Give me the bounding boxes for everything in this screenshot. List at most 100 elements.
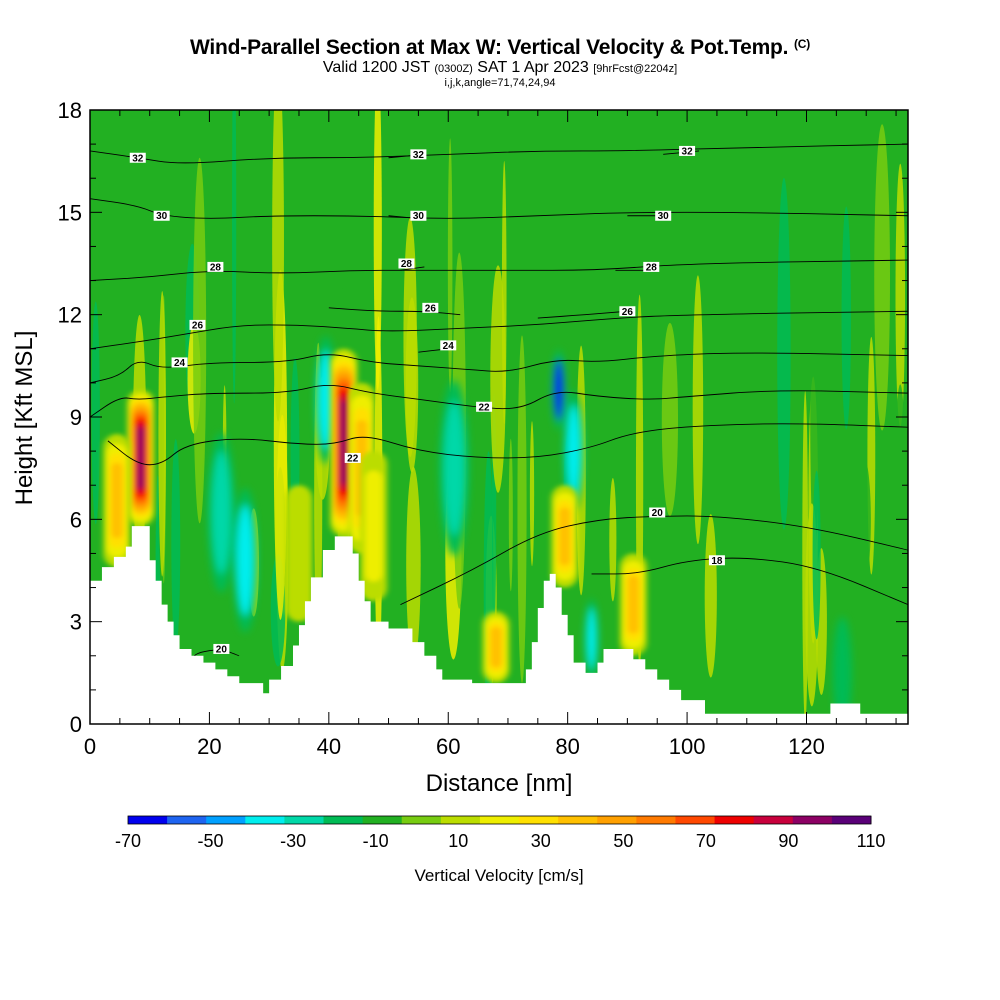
- colorbar-swatch: [401, 816, 442, 824]
- chart-indices: i,j,k,angle=71,74,24,94: [444, 77, 556, 89]
- velocity-stripe: [841, 206, 852, 430]
- colorbar-swatch: [558, 816, 598, 824]
- colorbar-swatch: [284, 816, 325, 824]
- theta-label: 26: [622, 307, 634, 318]
- velocity-stripe: [704, 514, 717, 678]
- colorbar-swatch: [479, 816, 520, 824]
- velocity-stripe: [406, 466, 421, 664]
- velocity-stripe: [373, 110, 382, 391]
- valid-date: SAT 1 Apr 2023: [477, 59, 589, 76]
- y-axis-label: Height [Kft MSL]: [11, 331, 38, 506]
- updraft-level: [627, 575, 639, 634]
- colorbar-tick-label: -50: [198, 831, 224, 851]
- colorbar-swatch: [792, 816, 833, 824]
- colorbar-swatch: [675, 816, 716, 824]
- downdraft-core: [318, 350, 334, 450]
- y-tick-label: 9: [70, 405, 82, 430]
- x-tick-label: 60: [436, 734, 460, 759]
- colorbar-tick-label: 70: [696, 831, 716, 851]
- x-axis-label: Distance [nm]: [426, 770, 573, 797]
- theta-line: [90, 310, 908, 350]
- theta-label-bg: [649, 507, 666, 518]
- x-tick-label: 100: [669, 734, 706, 759]
- theta-label: 22: [347, 453, 359, 464]
- velocity-stripe: [692, 275, 704, 545]
- theta-label: 32: [132, 153, 144, 164]
- theta-label-bg: [189, 319, 206, 330]
- terrain-mask: [90, 526, 908, 724]
- colorbar-swatch: [128, 816, 168, 824]
- velocity-stripe: [874, 124, 890, 431]
- colorbar-frame: [127, 815, 872, 825]
- theta-label: 20: [652, 508, 664, 519]
- updraft-column: [360, 451, 388, 602]
- velocity-stripe: [529, 421, 535, 567]
- colorbar-tick-label: -70: [115, 831, 141, 851]
- velocity-stripe: [490, 265, 506, 493]
- colorbar-tick-label: 50: [613, 831, 633, 851]
- updraft-column: [103, 434, 131, 568]
- updraft-cells: [103, 348, 647, 684]
- theta-label-bg: [708, 555, 725, 566]
- velocity-stripe: [508, 438, 513, 592]
- velocity-stripe: [232, 110, 237, 404]
- theta-line: [90, 259, 908, 282]
- colorbar-swatch: [245, 816, 285, 824]
- y-tick-label: 18: [58, 98, 82, 123]
- theta-label-bg: [213, 643, 230, 654]
- velocity-stripe: [609, 478, 617, 602]
- theta-contours: 18 20 20 22 22 24 24 26 26 26 28 28 28 30 30 30 32 32 32: [90, 143, 908, 660]
- velocity-stripe: [777, 177, 791, 530]
- plot-area: 18 20 20 22 22 24 24 26 26 26 28 28 28 30 30 30 32 32 32: [90, 110, 908, 724]
- valid-prefix: Valid 1200 JST: [322, 59, 430, 76]
- y-tick-label: 0: [70, 712, 82, 737]
- theta-label-bg: [410, 210, 427, 221]
- colorbar-tick-label: 110: [857, 831, 886, 851]
- y-tick-label: 15: [58, 200, 82, 225]
- valid-zulu: (0300Z): [434, 63, 473, 75]
- theta-label-bg: [619, 306, 636, 317]
- x-tick-label: 20: [197, 734, 221, 759]
- theta-label-bg: [344, 452, 361, 463]
- colorbar-swatch: [519, 816, 559, 824]
- theta-label: 30: [156, 211, 168, 222]
- velocity-stripe: [193, 157, 207, 524]
- downdraft-core: [835, 629, 850, 716]
- theta-label-bg: [440, 340, 457, 351]
- updraft-column: [127, 389, 155, 527]
- theta-label: 30: [413, 211, 425, 222]
- chart-title-suffix: (C): [793, 37, 811, 51]
- updraft-level: [111, 462, 123, 539]
- chart-subtitle: Valid 1200 JST (0300Z) SAT 1 Apr 2023 [9…: [0, 59, 1000, 77]
- theta-label-bg: [643, 261, 660, 272]
- theta-label-bg: [153, 210, 170, 221]
- theta-label: 30: [658, 211, 670, 222]
- theta-label: 32: [413, 150, 425, 161]
- velocity-stripe: [812, 470, 821, 640]
- colorbar: -70 -50 -30 -10 10 30 50 70 90 110: [115, 815, 886, 851]
- colorbar-label: Vertical Velocity [cm/s]: [414, 866, 583, 885]
- y-tick-label: 12: [58, 303, 82, 328]
- updraft-level: [137, 427, 144, 489]
- velocity-stripe: [209, 203, 223, 487]
- updraft-column: [482, 611, 510, 684]
- colorbar-tick-label: -10: [363, 831, 389, 851]
- colorbar-swatch: [714, 816, 755, 824]
- downdraft-core: [236, 505, 254, 616]
- theta-label: 26: [192, 320, 204, 331]
- theta-label: 26: [425, 303, 437, 314]
- theta-label: 28: [401, 259, 413, 270]
- velocity-stripe: [158, 291, 167, 577]
- chart-title: Wind-Parallel Section at Max W: Vertical…: [0, 36, 1000, 60]
- colorbar-swatch: [362, 816, 403, 824]
- velocity-stripe: [272, 110, 284, 422]
- updraft-level: [340, 401, 347, 485]
- updraft-level: [490, 626, 502, 668]
- x-tick-label: 40: [317, 734, 341, 759]
- theta-label-bg: [171, 357, 188, 368]
- theta-line: [90, 352, 908, 384]
- colorbar-tick-label: 90: [778, 831, 798, 851]
- theta-label-bg: [422, 302, 439, 313]
- velocity-stripe: [729, 367, 743, 630]
- theta-label: 24: [174, 358, 186, 369]
